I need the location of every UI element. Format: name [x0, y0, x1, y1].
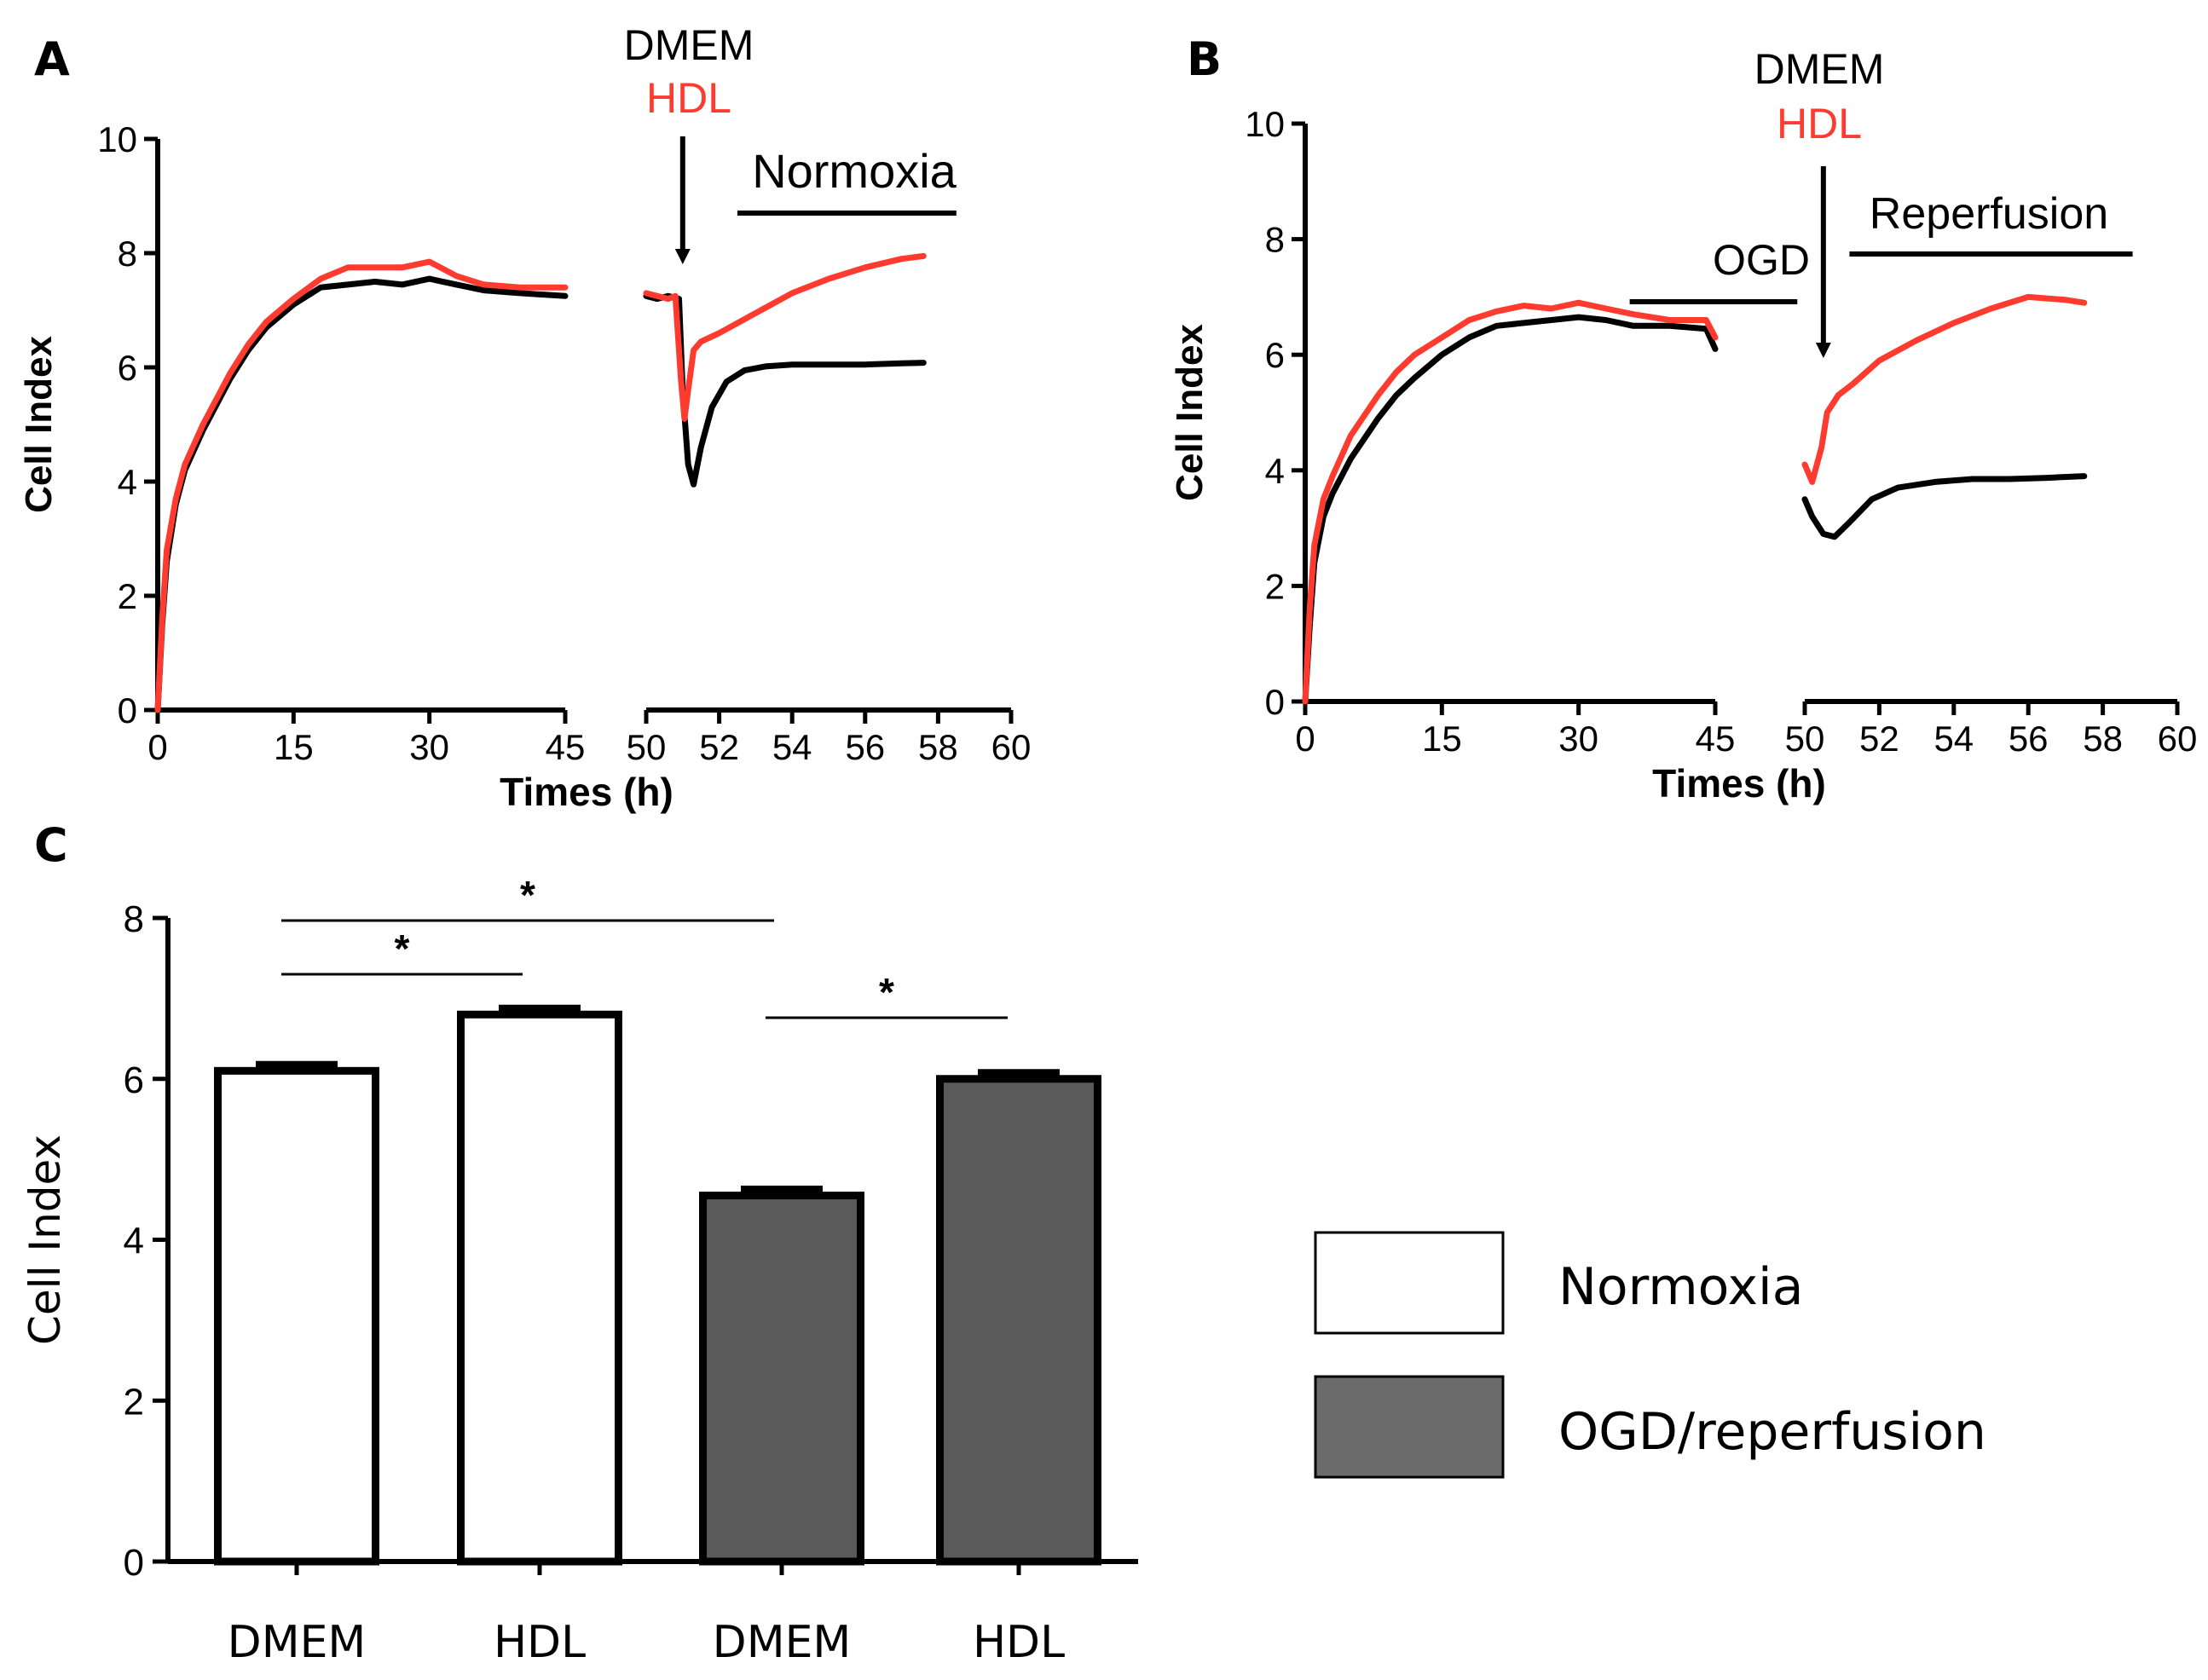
panel-b-hdl-line: [1302, 299, 1719, 705]
panel-a-x-tick-label: 30: [409, 727, 449, 767]
panel-b-x-tick-label: 0: [1295, 719, 1315, 759]
panel-b-x-tick-label: 30: [1558, 719, 1598, 759]
panel-a-dmem-line: [154, 275, 569, 713]
panel-a-x-tick-label: 52: [699, 727, 739, 767]
panel-a-line-chart: 0 2 4 6 8 10 Cell Index 0 15 30 45 50 52 54 56 58 60 Time…: [18, 119, 1031, 814]
panel-a-y-tick-label: 4: [118, 462, 137, 502]
panel-c-category-label: DMEM: [713, 1617, 852, 1668]
panel-c-y-tick-label: 4: [124, 1221, 144, 1262]
panel-b-y-tick-label: 10: [1245, 104, 1285, 144]
panel-b-dmem-label: DMEM: [1754, 45, 1885, 93]
panel-c-bar: [936, 1075, 1101, 1566]
panel-a-x-tick-label: 60: [991, 727, 1032, 767]
panel-a-x-tick-label: 15: [274, 727, 314, 767]
legend-normoxia-swatch: [1314, 1231, 1505, 1335]
panel-a-hdl-line: [154, 258, 569, 713]
panel-b-x-tick-label: 52: [1859, 719, 1899, 759]
panel-c-significance-label: *: [879, 970, 894, 1014]
panel-b-y-tick-label: 2: [1265, 566, 1285, 606]
panel-c-y-tick-label: 8: [124, 898, 144, 940]
panel-b-x-tick-label: 54: [1933, 719, 1974, 759]
panel-c-significance-label: *: [520, 873, 535, 917]
panel-a-dmem-label: DMEM: [624, 21, 754, 69]
panel-b-x-tick-label: 15: [1422, 719, 1462, 759]
panel-b-y-tick-label: 4: [1265, 451, 1285, 491]
panel-b-hdl-label: HDL: [1777, 100, 1862, 147]
panel-a-x-tick-label: 58: [918, 727, 958, 767]
panel-b-x-tick-label: 60: [2158, 719, 2198, 759]
panel-a-x-tick-label: 54: [772, 727, 812, 767]
panel-a-x-tick-label: 0: [147, 727, 167, 767]
panel-a-hdl-label: HDL: [646, 74, 731, 122]
panel-c-bar: [214, 1066, 379, 1566]
panel-a-y-tick-label: 2: [118, 576, 137, 616]
panel-c-category-label: HDL: [494, 1617, 586, 1668]
panel-a-event-arrow-head: [674, 249, 691, 264]
panel-c-bar: [699, 1192, 864, 1566]
panel-a-x-tick-label: 56: [845, 727, 885, 767]
panel-b-dmem-line: [1302, 314, 1719, 705]
panel-b-y-tick-label: 8: [1265, 220, 1285, 260]
panel-a-y-axis-label: Cell Index: [18, 336, 60, 513]
panel-a-x-tick-label: 50: [627, 727, 667, 767]
panel-c-category-label: DMEM: [228, 1617, 367, 1668]
panel-a-y-tick-label: 0: [118, 690, 137, 730]
panel-c-y-tick-label: 6: [124, 1059, 144, 1101]
panel-b-x-tick-label: 45: [1696, 719, 1736, 759]
panel-b-reperfusion-label: Reperfusion: [1870, 189, 2108, 239]
panel-b-hdl-line: [1801, 293, 2088, 485]
panel-b-dmem-line: [1801, 473, 2088, 540]
panel-a-x-tick-label: 45: [546, 727, 586, 767]
panel-a-normoxia-label: Normoxia: [752, 144, 957, 198]
panel-b-line-chart: 0 2 4 6 8 10 Cell Index 0 15 30 45 50 52 54 56 58 60 Time…: [1169, 104, 2197, 805]
panel-b-y-tick-label: 0: [1265, 682, 1285, 722]
panel-c-category-label: HDL: [973, 1617, 1065, 1668]
panel-b-event-arrow-head: [1815, 343, 1831, 358]
panel-b-x-tick-label: 50: [1785, 719, 1825, 759]
panel-letter-b: B: [1187, 32, 1222, 86]
panel-c-bar-chart: 0 2 4 6 8 Cell Index DMEM HDL DMEM HDL * * *: [20, 873, 1138, 1668]
panel-c-y-tick-label: 0: [124, 1542, 144, 1584]
panel-a-hdl-line: [643, 252, 927, 422]
panel-a-y-tick-label: 6: [118, 348, 137, 388]
legend-normoxia-label: Normoxia: [1558, 1257, 1803, 1317]
panel-b-x-tick-label: 56: [2009, 719, 2049, 759]
panel-b-x-axis-label: Times (h): [1652, 761, 1826, 805]
panel-letter-c: C: [34, 818, 68, 872]
panel-b-y-axis-label: Cell Index: [1169, 324, 1211, 501]
legend-ogd-swatch: [1314, 1375, 1505, 1479]
panel-c-y-axis-label: Cell Index: [20, 1134, 70, 1345]
legend-ogd-label: OGD/reperfusion: [1558, 1402, 1986, 1462]
panel-a-y-tick-label: 10: [97, 119, 137, 159]
panel-c-bar: [457, 1010, 622, 1566]
panel-b-ogd-label: OGD: [1713, 236, 1810, 284]
panel-letter-a: A: [34, 32, 70, 86]
panel-a-y-tick-label: 8: [118, 234, 137, 274]
panel-c-significance-label: *: [395, 927, 410, 971]
panel-a-x-axis-label: Times (h): [500, 770, 673, 814]
panel-c-y-tick-label: 2: [124, 1381, 144, 1423]
panel-b-y-tick-label: 6: [1265, 335, 1285, 375]
panel-b-x-tick-label: 58: [2083, 719, 2123, 759]
